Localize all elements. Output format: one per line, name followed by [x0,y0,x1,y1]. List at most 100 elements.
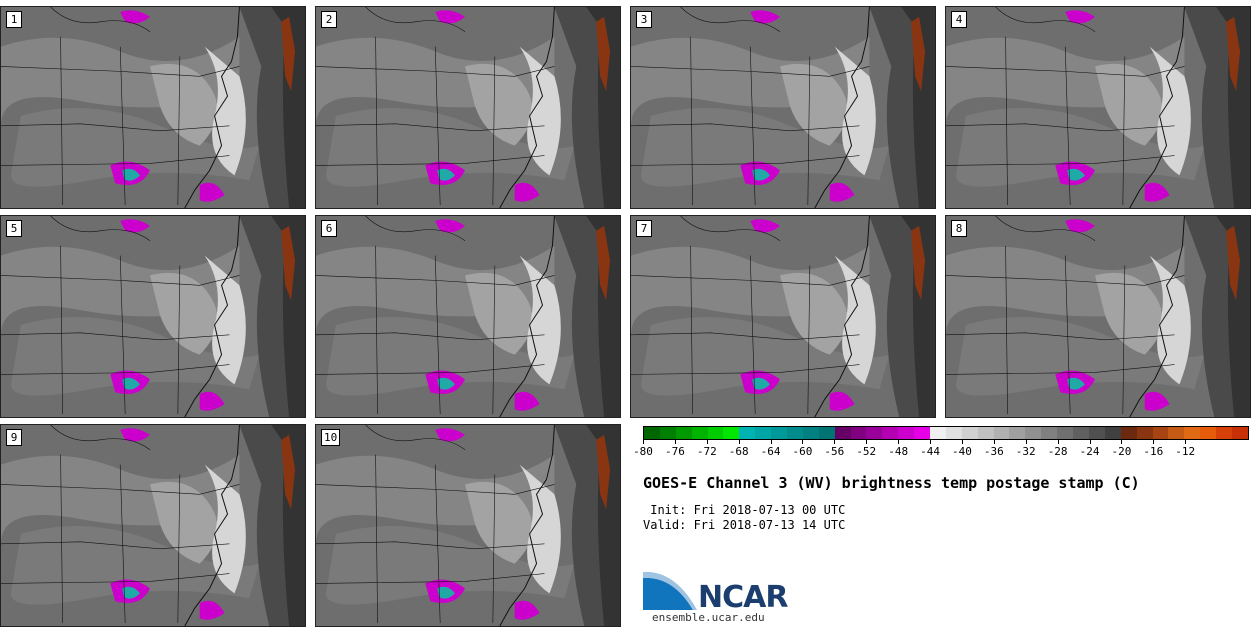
colorbar-tick-label: -60 [792,445,813,458]
colorbar-tick [770,440,772,444]
colorbar-swatch [1041,427,1058,439]
panel-label: 3 [636,11,652,28]
colorbar-tick [1025,440,1027,444]
wv-map [1,7,305,208]
colorbar-swatch [1025,427,1042,439]
colorbar-tick [961,440,963,444]
colorbar-tick [1153,440,1155,444]
colorbar-swatch [1152,427,1169,439]
colorbar-tick-label: -80 [633,445,653,458]
colorbar-tick-label: -28 [1047,445,1068,458]
colorbar-tick [993,440,995,444]
colorbar-swatch [898,427,915,439]
colorbar-swatch [930,427,946,439]
colorbar-swatch [961,427,978,439]
colorbar-swatch [802,427,819,439]
colorbar-swatch [866,427,883,439]
panel-member: 6 [315,215,621,418]
colorbar-swatch [707,427,724,439]
colorbar-tick [1089,440,1091,444]
panel-member: 8 [945,215,1251,418]
panel-label: 5 [6,220,22,237]
colorbar-swatch [691,427,708,439]
colorbar-tick [643,440,644,444]
colorbar-swatch [1168,427,1185,439]
panel-label: 9 [6,429,22,446]
colorbar-tick-label: -12 [1175,445,1196,458]
colorbar-ticks: -80 -76 -72 -68 -64 -60 -56 -52 -48 -44 -40 -36 -32-… [633,440,1249,460]
panel-member: 9 [0,424,306,627]
wv-map [631,7,935,208]
colorbar-tick [1121,440,1123,444]
colorbar-tick [834,440,836,444]
colorbar-tick-label: -36 [983,445,1004,458]
colorbar-tick [930,440,932,444]
panel-label: 10 [321,429,341,446]
colorbar-swatch [1200,427,1217,439]
wv-map [946,7,1250,208]
colorbar-swatch [1104,427,1121,439]
colorbar-tick [706,440,708,444]
panel-member: 10 [315,424,621,627]
colorbar-tick-label: -16 [1143,445,1164,458]
colorbar-tick [866,440,868,444]
colorbar-tick-label: -44 [920,445,940,458]
colorbar-tick [674,440,676,444]
colorbar-tick-label: -52 [856,445,877,458]
colorbar-tick [802,440,804,444]
colorbar-swatch [834,427,851,439]
colorbar-swatch [771,427,788,439]
panel-member: 7 [630,215,936,418]
colorbar [643,426,1249,440]
colorbar-tick-label: -48 [888,445,909,458]
plot-title: GOES-E Channel 3 (WV) brightness temp po… [643,474,1140,492]
colorbar-swatch [675,427,692,439]
colorbar-swatch [945,427,962,439]
panel-member: 2 [315,6,621,209]
panel-label: 7 [636,220,652,237]
colorbar-swatch [723,427,740,439]
valid-time: Valid: Fri 2018-07-13 14 UTC [643,518,846,532]
site-url: ensemble.ucar.edu [652,611,765,624]
colorbar-swatch [993,427,1010,439]
colorbar-swatch [1088,427,1105,439]
colorbar-swatch [739,427,756,439]
ncar-logo-icon [643,571,697,610]
colorbar-swatch [1057,427,1074,439]
colorbar-tick [1057,440,1059,444]
colorbar-swatch [1184,427,1201,439]
panel-label: 6 [321,220,337,237]
panel-member: 5 [0,215,306,418]
colorbar-tick-label: -68 [728,445,749,458]
colorbar-tick-label: -32 [1015,445,1036,458]
panel-member: 1 [0,6,306,209]
wv-map [1,425,305,626]
panel-member: 4 [945,6,1251,209]
colorbar-tick-label: -72 [696,445,717,458]
colorbar-tick-label: -64 [760,445,781,458]
panel-label: 1 [6,11,22,28]
colorbar-swatch [977,427,994,439]
wv-map [631,216,935,417]
colorbar-swatch [818,427,835,439]
colorbar-swatch [914,427,931,439]
panel-label: 4 [951,11,967,28]
colorbar-swatch [1009,427,1026,439]
colorbar-tick-label: -40 [952,445,972,458]
panel-member: 3 [630,6,936,209]
ncar-logo-text: NCAR [698,580,788,615]
colorbar-swatch [850,427,867,439]
wv-map [316,425,620,626]
colorbar-swatch [787,427,803,439]
colorbar-swatch [882,427,899,439]
panel-label: 2 [321,11,337,28]
colorbar-tick-label: -20 [1111,445,1132,458]
panel-label: 8 [951,220,967,237]
colorbar-swatch [1120,427,1137,439]
colorbar-swatch [1231,427,1248,439]
colorbar-swatch [1136,427,1153,439]
wv-map [1,216,305,417]
colorbar-swatch [1073,427,1089,439]
colorbar-swatch [659,427,676,439]
colorbar-tick [738,440,740,444]
